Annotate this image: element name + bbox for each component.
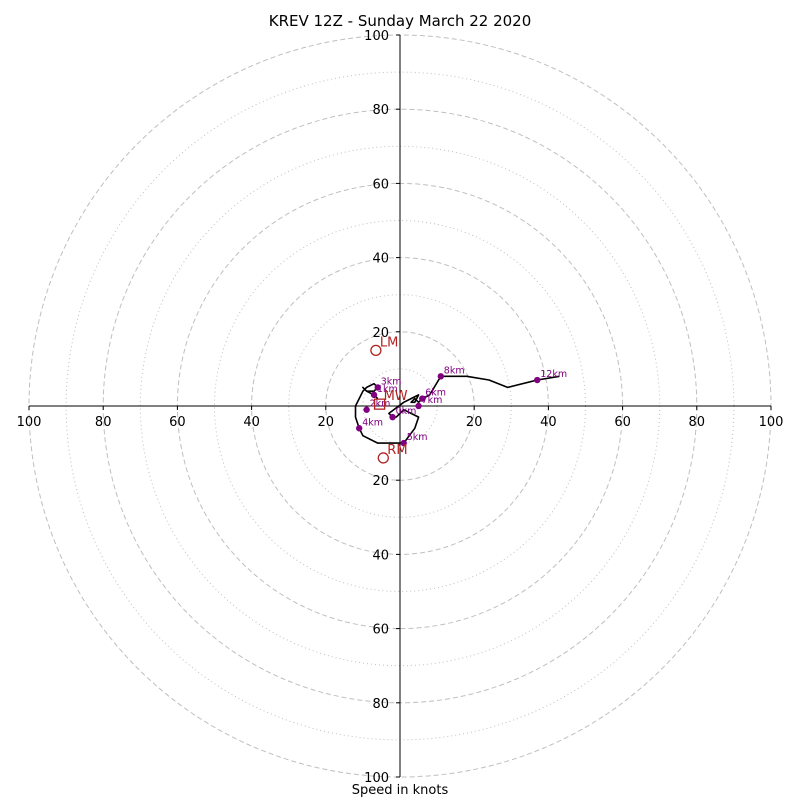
y-tick-label: 40 — [372, 252, 389, 267]
storm-motion-marker — [377, 452, 389, 464]
x-tick-label: 40 — [243, 415, 260, 430]
height-marker-dot — [389, 413, 396, 421]
height-marker-label: 1km — [377, 384, 398, 395]
height-marker-dot — [355, 425, 363, 432]
x-tick-label: 20 — [466, 415, 483, 430]
height-marker-dot — [415, 402, 422, 410]
chart-title: KREV 12Z - Sunday March 22 2020 — [268, 12, 532, 30]
storm-motion-markers: LM RM MW — [370, 335, 408, 464]
height-marker-label: 2km — [370, 399, 391, 410]
x-tick-label: 60 — [169, 415, 186, 430]
x-tick-label: 80 — [95, 415, 112, 430]
tick-labels: 20 20 20 20 40 40 40 40 60 60 60 60 80 80 80 80 100 100 10… — [17, 29, 784, 786]
height-marker-dot — [419, 395, 426, 402]
height-marker-label: 8km — [444, 365, 465, 376]
storm-motion-label: LM — [380, 335, 398, 350]
y-tick-label: 80 — [372, 103, 389, 118]
height-marker-label: 5km — [407, 432, 428, 443]
x-tick-label: 20 — [318, 415, 335, 430]
y-tick-label: 20 — [372, 326, 389, 341]
x-axis-label: Speed in knots — [351, 783, 449, 798]
y-tick-label: 40 — [372, 548, 389, 563]
x-tick-label: 100 — [759, 415, 784, 430]
height-marker-dot — [374, 384, 381, 391]
height-marker-label: 12km — [540, 369, 567, 380]
height-marker-label: 3km — [381, 376, 402, 387]
height-marker-dot — [534, 376, 541, 384]
y-tick-label: 20 — [372, 474, 389, 489]
mean-wind-marker — [373, 398, 386, 410]
x-tick-label: 80 — [689, 415, 706, 430]
height-marker-dot — [363, 406, 370, 413]
storm-motion-label: MW — [384, 389, 408, 404]
x-tick-label: 40 — [540, 415, 557, 430]
y-tick-label: 60 — [372, 177, 389, 192]
height-marker-label: 0km — [396, 406, 417, 417]
height-marker-label: 4km — [362, 417, 383, 428]
x-tick-label: 100 — [17, 415, 42, 430]
y-tick-label: 80 — [372, 697, 389, 712]
height-marker-dot — [370, 391, 378, 399]
storm-motion-label: RM — [387, 443, 407, 458]
height-marker-label: 7km — [422, 395, 443, 406]
height-marker-dot — [400, 439, 407, 447]
height-marker-dot — [437, 373, 445, 380]
y-tick-label: 100 — [364, 771, 389, 786]
storm-motion-marker — [370, 344, 382, 357]
y-tick-label: 100 — [364, 29, 389, 44]
height-marker-label: 6km — [425, 388, 446, 399]
y-tick-label: 60 — [372, 623, 389, 638]
x-tick-label: 60 — [614, 415, 631, 430]
